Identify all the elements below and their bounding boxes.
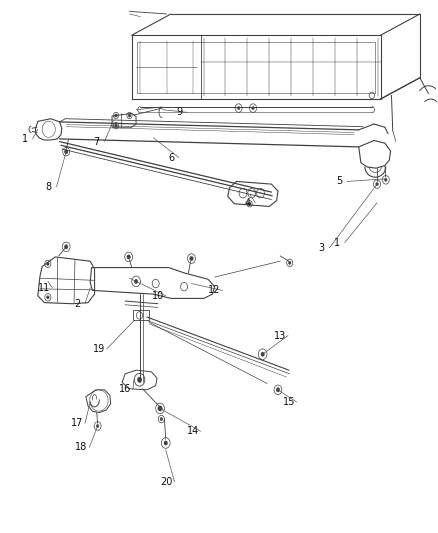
Circle shape [376, 182, 378, 185]
Circle shape [127, 255, 131, 259]
Text: 7: 7 [94, 136, 100, 147]
Circle shape [64, 150, 68, 154]
Circle shape [46, 262, 49, 265]
Circle shape [248, 202, 251, 205]
Text: 1: 1 [334, 238, 340, 247]
Circle shape [237, 107, 240, 110]
Text: 10: 10 [152, 290, 164, 301]
Circle shape [164, 441, 167, 445]
Text: 15: 15 [283, 397, 295, 407]
Text: 13: 13 [274, 330, 286, 341]
Text: 14: 14 [187, 426, 199, 437]
Circle shape [96, 424, 99, 427]
Circle shape [276, 387, 280, 392]
Text: 6: 6 [168, 152, 174, 163]
Circle shape [288, 261, 291, 264]
Text: 4: 4 [244, 198, 251, 208]
Circle shape [64, 245, 68, 249]
Text: 16: 16 [119, 384, 131, 394]
Circle shape [160, 417, 162, 421]
Circle shape [385, 178, 387, 181]
Circle shape [138, 377, 142, 382]
Circle shape [190, 256, 193, 261]
Circle shape [158, 406, 162, 411]
Text: 9: 9 [177, 107, 183, 117]
Circle shape [115, 114, 117, 117]
Text: 2: 2 [74, 298, 80, 309]
Text: 8: 8 [46, 182, 52, 192]
Text: 19: 19 [93, 344, 105, 354]
Circle shape [134, 279, 138, 284]
Circle shape [261, 352, 265, 357]
Text: 20: 20 [160, 477, 173, 487]
Text: 18: 18 [75, 442, 88, 452]
Text: 1: 1 [21, 134, 28, 144]
Text: 5: 5 [336, 176, 342, 187]
Circle shape [115, 124, 117, 127]
Circle shape [46, 296, 49, 299]
Text: 12: 12 [208, 286, 221, 295]
Text: 11: 11 [38, 283, 50, 293]
Circle shape [128, 114, 131, 117]
Text: 17: 17 [71, 418, 83, 429]
Circle shape [252, 107, 254, 110]
Text: 3: 3 [318, 243, 325, 253]
